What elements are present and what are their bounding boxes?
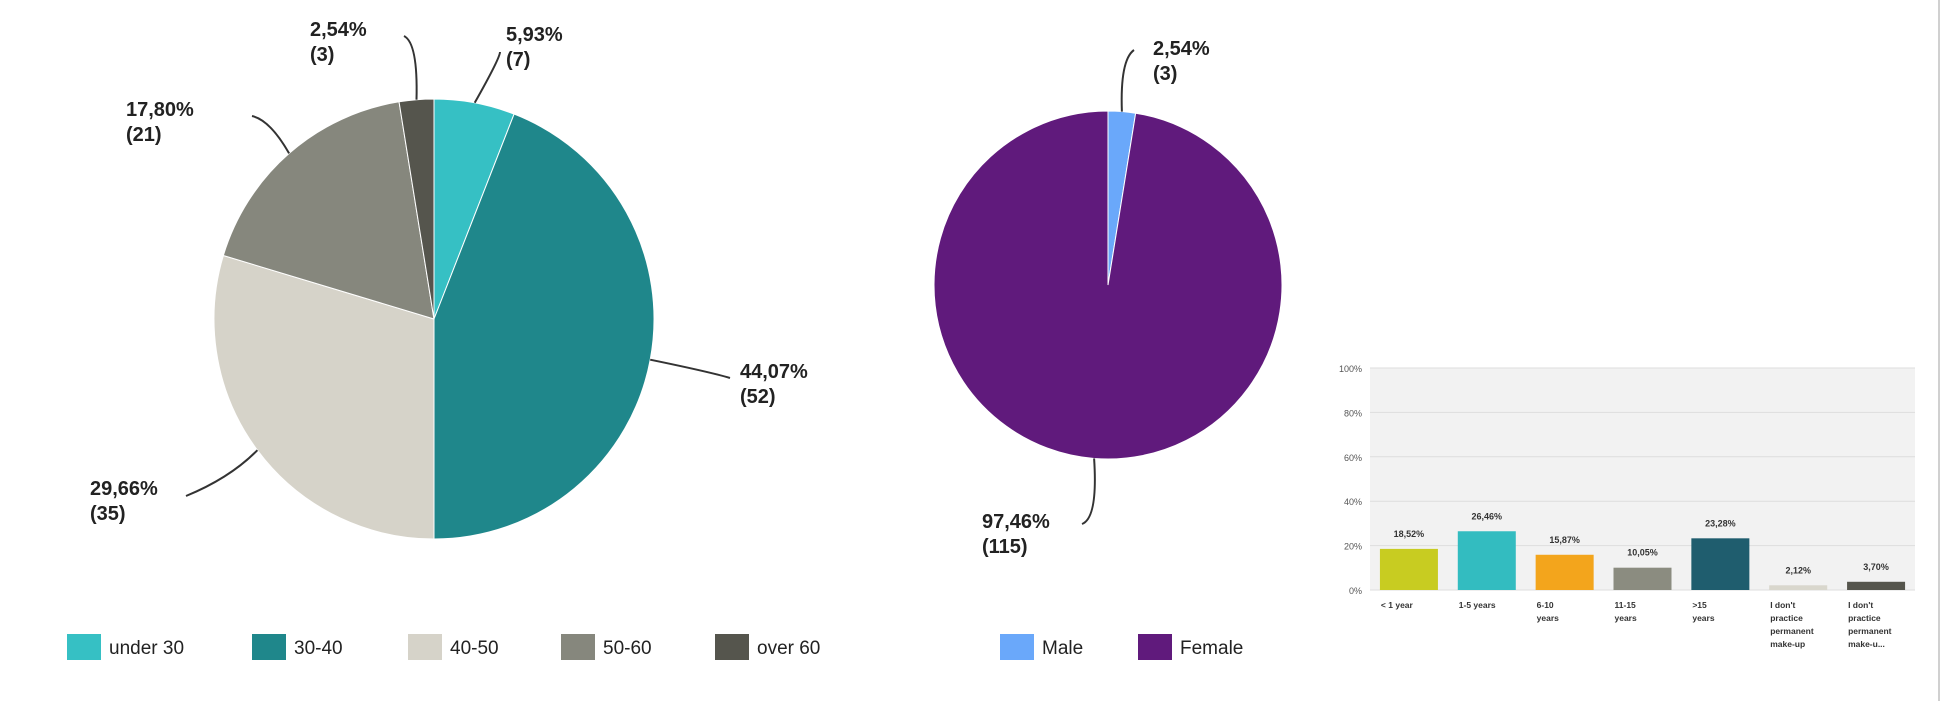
y-tick-label: 80% — [1344, 408, 1362, 418]
legend-label-50-60: 50-60 — [603, 638, 652, 659]
legend-label-female: Female — [1180, 638, 1243, 659]
pie-percent-label-male: 2,54% — [1153, 38, 1210, 60]
y-tick-label: 100% — [1339, 364, 1362, 374]
legend-swatch-40-50 — [408, 634, 442, 660]
pie-count-label-30-40: (52) — [740, 386, 776, 408]
pie-count-label-male: (3) — [1153, 63, 1177, 85]
leader-line-over-60 — [403, 35, 418, 100]
bar-value-label: 23,28% — [1705, 518, 1736, 528]
bar — [1379, 548, 1438, 590]
leader-line-male — [1120, 49, 1135, 112]
pie-percent-label-30-40: 44,07% — [740, 361, 808, 383]
gender-pie-chart: 2,54% (3) 97,46% (115) Male Female — [933, 38, 1283, 660]
pie-count-label-40-50: (35) — [90, 503, 126, 525]
gender-pie-labels: 2,54% (3) 97,46% (115) — [982, 38, 1210, 558]
bar-category-labels: < 1 year 1-5 years 6-10 years 11-15 years >15 y… — [1381, 600, 1892, 649]
bar-value-labels: 18,52% 26,46% 15,87% 10,05% 23,28% 2,12% 3,70% — [1394, 511, 1889, 575]
legend-swatch-under-30 — [67, 634, 101, 660]
pie-slice-over-60 — [398, 98, 435, 320]
legend-swatch-30-40 — [252, 634, 286, 660]
legend-swatch-male — [1000, 634, 1034, 660]
category-label: permanent — [1770, 626, 1814, 636]
pie-percent-label-female: 97,46% — [982, 511, 1050, 533]
legend-label-40-50: 40-50 — [450, 638, 499, 659]
category-label: practice — [1770, 613, 1803, 623]
leader-line-female — [1081, 458, 1096, 525]
pie-count-label-over-60: (3) — [310, 44, 334, 66]
bar-series — [1379, 531, 1906, 590]
leader-line-40-50 — [185, 449, 259, 497]
bar — [1535, 554, 1594, 590]
age-pie-legend: under 30 30-40 40-50 50-60 over 60 — [67, 634, 820, 660]
legend-label-under-30: under 30 — [109, 638, 184, 659]
pie-percent-label-40-50: 29,66% — [90, 478, 158, 500]
bar-y-ticks: 0% 20% 40% 60% 80% 100% — [1339, 364, 1362, 596]
category-label: years — [1615, 613, 1637, 623]
category-label: years — [1692, 613, 1714, 623]
legend-label-male: Male — [1042, 638, 1083, 659]
y-tick-label: 0% — [1349, 586, 1362, 596]
pie-percent-label-under-30: 5,93% — [506, 24, 563, 46]
bar-value-label: 3,70% — [1863, 562, 1889, 572]
bar — [1691, 538, 1750, 590]
bar-value-label: 18,52% — [1394, 529, 1425, 539]
age-pie-slices — [213, 98, 655, 540]
category-label: years — [1537, 613, 1559, 623]
category-label: make-up — [1770, 639, 1805, 649]
gender-pie-leader-lines — [1081, 49, 1135, 525]
bar-value-label: 2,12% — [1785, 565, 1811, 575]
pie-count-label-female: (115) — [982, 536, 1028, 558]
y-tick-label: 20% — [1344, 542, 1362, 552]
category-label: I don't — [1848, 600, 1873, 610]
experience-bar-chart: 0% 20% 40% 60% 80% 100% 18,52% 26,46% 15,87% 10,… — [1339, 364, 1915, 649]
leader-line-50-60 — [251, 115, 290, 154]
bar — [1613, 567, 1672, 590]
pie-slice-female — [933, 110, 1283, 460]
category-label: >15 — [1692, 600, 1707, 610]
bar — [1769, 585, 1828, 590]
category-label: 6-10 — [1537, 600, 1554, 610]
age-pie-leader-lines — [185, 35, 731, 497]
pie-slice-50-60 — [222, 101, 435, 320]
category-label: 1-5 years — [1459, 600, 1496, 610]
category-label: 11-15 — [1615, 600, 1637, 610]
leader-line-30-40 — [649, 358, 731, 379]
category-label: < 1 year — [1381, 600, 1414, 610]
bar — [1847, 581, 1906, 590]
pie-count-label-50-60: (21) — [126, 124, 162, 146]
bar — [1457, 531, 1516, 590]
bar-value-label: 10,05% — [1627, 548, 1658, 558]
category-label: practice — [1848, 613, 1881, 623]
bar-value-label: 26,46% — [1472, 511, 1503, 521]
pie-percent-label-50-60: 17,80% — [126, 99, 194, 121]
category-label: I don't — [1770, 600, 1795, 610]
category-label: make-u... — [1848, 639, 1885, 649]
y-tick-label: 60% — [1344, 453, 1362, 463]
leader-line-under-30 — [473, 51, 501, 104]
bar-value-label: 15,87% — [1549, 535, 1580, 545]
legend-label-30-40: 30-40 — [294, 638, 343, 659]
legend-swatch-over-60 — [715, 634, 749, 660]
gender-pie-legend: Male Female — [1000, 634, 1243, 660]
y-tick-label: 40% — [1344, 497, 1362, 507]
legend-swatch-female — [1138, 634, 1172, 660]
category-label: permanent — [1848, 626, 1892, 636]
pie-count-label-under-30: (7) — [506, 49, 530, 71]
gender-pie-slices — [933, 110, 1283, 460]
legend-label-over-60: over 60 — [757, 638, 820, 659]
age-pie-chart: 5,93% (7) 44,07% (52) 29,66% (35) 17,80% (21) 2,… — [67, 19, 820, 660]
pie-percent-label-over-60: 2,54% — [310, 19, 367, 41]
legend-swatch-50-60 — [561, 634, 595, 660]
age-pie-labels: 5,93% (7) 44,07% (52) 29,66% (35) 17,80% (21) 2,… — [90, 19, 808, 525]
